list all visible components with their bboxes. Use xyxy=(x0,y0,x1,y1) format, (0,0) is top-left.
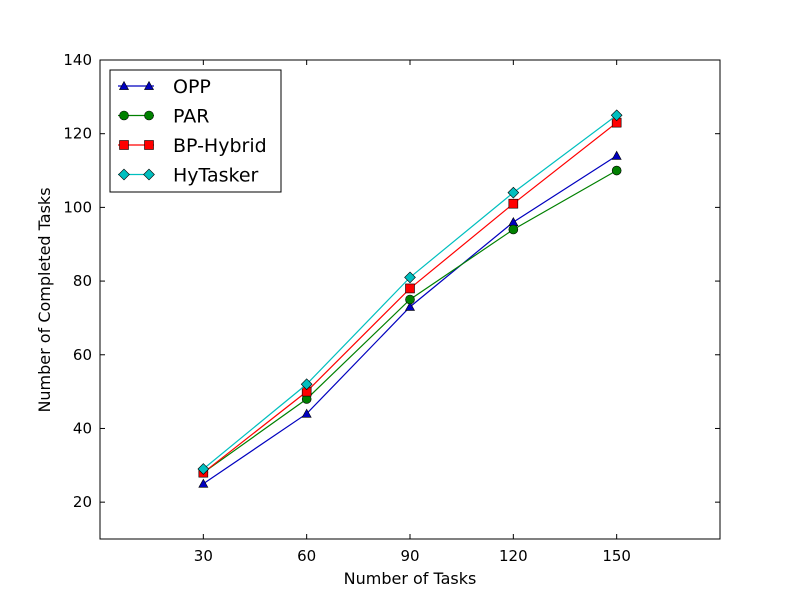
data-point xyxy=(507,186,520,199)
x-tick-label: 120 xyxy=(499,547,528,565)
legend-label: BP-Hybrid xyxy=(173,135,267,157)
legend-marker xyxy=(143,168,155,181)
y-axis-label: Number of Completed Tasks xyxy=(35,187,54,412)
x-tick-label: 30 xyxy=(194,547,213,565)
legend-marker xyxy=(144,110,154,121)
data-point xyxy=(610,109,623,122)
data-point xyxy=(300,378,313,391)
data-point xyxy=(508,198,519,209)
data-point xyxy=(611,165,622,176)
x-tick-label: 150 xyxy=(602,547,631,565)
y-tick-label: 120 xyxy=(63,125,92,143)
x-axis-label: Number of Tasks xyxy=(344,569,477,588)
legend-label: HyTasker xyxy=(173,165,259,187)
y-tick-label: 80 xyxy=(73,272,92,290)
legend-marker xyxy=(119,110,129,121)
y-tick-label: 40 xyxy=(73,419,92,437)
data-point xyxy=(508,224,519,235)
series-opp xyxy=(198,150,622,488)
data-point xyxy=(404,301,416,311)
y-axis: 20 40 60 80 100 120 140 xyxy=(63,51,720,511)
legend-item: PAR xyxy=(118,106,209,128)
legend-frame xyxy=(109,69,282,193)
legend-marker xyxy=(118,168,130,181)
x-tick-label: 90 xyxy=(400,547,419,565)
data-point xyxy=(197,463,210,475)
series-layer xyxy=(197,109,623,488)
legend-marker xyxy=(119,140,129,150)
y-tick-label: 20 xyxy=(73,493,92,511)
data-point xyxy=(198,478,209,488)
data-point xyxy=(611,150,622,160)
y-tick-label: 140 xyxy=(63,51,92,69)
x-tick-label: 60 xyxy=(297,547,316,565)
legend-label: PAR xyxy=(173,106,209,128)
legend-item: BP-Hybrid xyxy=(118,135,267,157)
data-point xyxy=(404,271,416,284)
data-point xyxy=(301,408,312,418)
legend: OPP PAR BP-Hybrid HyTasker xyxy=(109,69,282,193)
legend-item: HyTasker xyxy=(118,165,259,187)
x-axis: 30 60 90 120 150 xyxy=(194,60,631,565)
legend-marker xyxy=(118,80,130,90)
legend-marker xyxy=(143,80,155,90)
series-hytasker xyxy=(197,109,623,475)
y-tick-label: 100 xyxy=(63,198,92,216)
legend-item: OPP xyxy=(118,76,211,98)
data-point xyxy=(405,283,415,294)
legend-marker xyxy=(144,140,154,150)
y-tick-label: 60 xyxy=(73,346,92,364)
legend-label: OPP xyxy=(173,76,211,98)
data-point xyxy=(405,294,415,305)
